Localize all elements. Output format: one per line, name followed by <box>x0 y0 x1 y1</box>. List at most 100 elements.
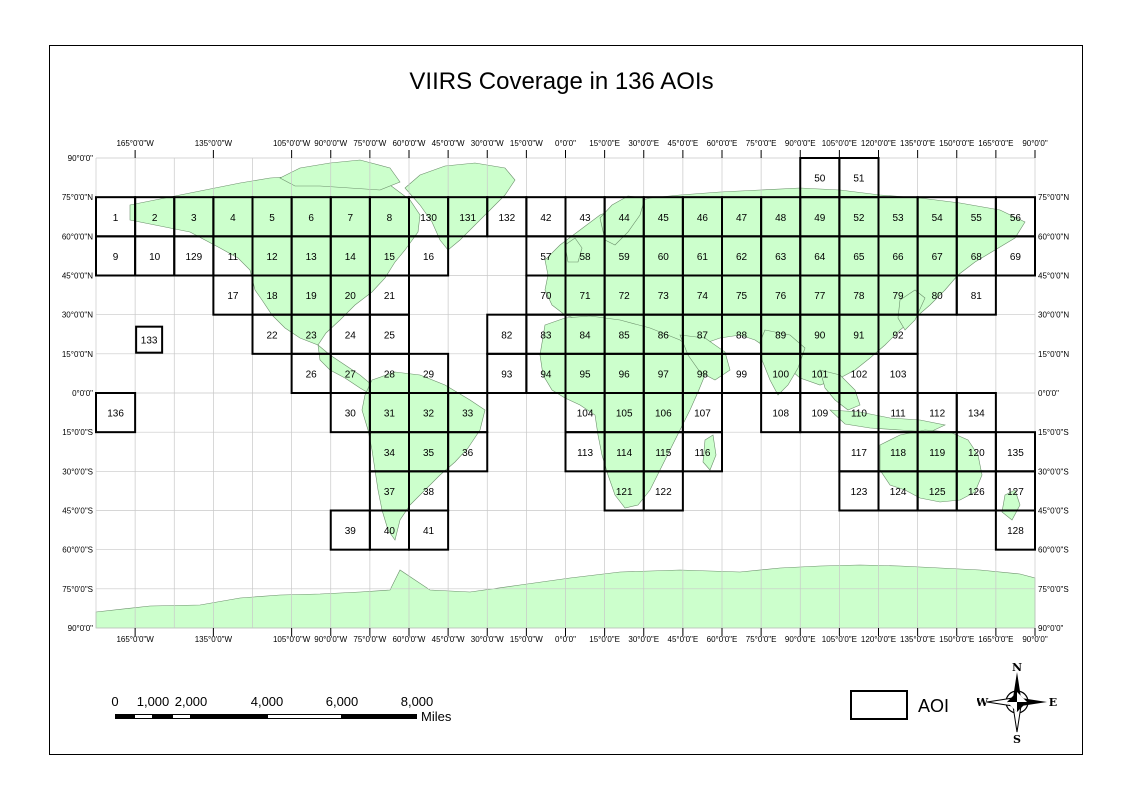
aoi-label: 32 <box>423 409 435 420</box>
land-arctic-islands <box>279 159 401 191</box>
aoi-cell-41: 41 <box>408 509 450 551</box>
aoi-label: 65 <box>853 252 865 263</box>
aoi-label: 31 <box>384 409 396 420</box>
aoi-label: 127 <box>1007 487 1024 498</box>
lat-tick-label-left: 90°0'0" <box>68 624 94 633</box>
aoi-label: 106 <box>655 409 672 420</box>
aoi-label: 109 <box>811 409 828 420</box>
aoi-label: 103 <box>890 369 907 380</box>
aoi-label: 34 <box>384 448 396 459</box>
aoi-label: 131 <box>459 213 476 224</box>
north-arrow-compass: N S E W <box>977 662 1057 744</box>
land-africa <box>539 315 706 509</box>
aoi-label: 43 <box>580 213 592 224</box>
aoi-label: 82 <box>501 330 513 341</box>
aoi-label: 61 <box>697 252 709 263</box>
aoi-cell-17: 17 <box>212 274 254 316</box>
aoi-label: 102 <box>851 369 868 380</box>
map-axes: 165°0'0"W 165°0'0"W 135°0'0"W 135°0'0"W 105°… <box>62 139 1070 644</box>
aoi-label: 33 <box>462 409 474 420</box>
aoi-cell-103: 103 <box>877 352 919 395</box>
aoi-label: 128 <box>1007 526 1024 537</box>
aoi-label: 58 <box>580 252 592 263</box>
land-new-zealand <box>1001 489 1021 521</box>
aoi-label: 25 <box>384 330 396 341</box>
aoi-outline <box>994 509 1036 551</box>
scale-tick-8000: 8,000 <box>400 694 434 709</box>
aoi-cell-36: 36 <box>447 431 489 473</box>
aoi-label: 26 <box>306 369 318 380</box>
aoi-label: 70 <box>540 291 552 302</box>
aoi-label: 90 <box>814 330 826 341</box>
aoi-label: 69 <box>1010 252 1022 263</box>
aoi-label: 120 <box>968 448 985 459</box>
aoi-label: 112 <box>929 409 945 420</box>
aoi-label: 38 <box>423 487 435 498</box>
land-scandinavia <box>599 195 646 246</box>
aoi-outline <box>994 235 1036 277</box>
aoi-label: 118 <box>890 448 906 459</box>
aoi-label: 48 <box>775 213 787 224</box>
aoi-label: 40 <box>384 526 396 537</box>
aoi-outline <box>681 431 723 473</box>
aoi-cell-1: 1 <box>95 196 137 238</box>
aoi-label: 79 <box>893 291 905 302</box>
lon-tick-label-bottom: 135°0'0"E <box>900 635 935 644</box>
aoi-cell-133: 133 <box>135 325 164 354</box>
aoi-cell-108: 108 <box>760 392 802 434</box>
aoi-label: 14 <box>345 252 357 263</box>
legend: AOI <box>850 690 970 722</box>
aoi-label: 3 <box>191 213 197 224</box>
aoi-label: 107 <box>694 409 711 420</box>
aoi-grid: 1 2 3 4 5 6 7 8 130 131 132 42 43 44 45 46 47 48 49 52 53 54 5… <box>95 157 1036 551</box>
map-title: VIIRS Coverage in 136 AOIs <box>409 68 714 95</box>
lon-tick-label-top: 60°0'0"E <box>707 139 738 148</box>
lon-tick-label-top: 0°0'0" <box>555 139 576 148</box>
aoi-label: 94 <box>540 369 552 380</box>
lon-tick-label-bottom: 165°0'0"W <box>116 635 154 644</box>
aoi-label: 8 <box>387 213 393 224</box>
lon-tick-label-bottom: 30°0'0"E <box>628 635 659 644</box>
aoi-label: 39 <box>345 526 357 537</box>
aoi-outline <box>838 157 880 199</box>
aoi-label: 15 <box>384 252 396 263</box>
aoi-label: 55 <box>971 213 983 224</box>
lon-tick-label-top: 30°0'0"W <box>471 139 504 148</box>
scale-segment <box>134 714 153 719</box>
aoi-label: 77 <box>814 291 826 302</box>
lon-tick-label-top: 45°0'0"E <box>668 139 699 148</box>
aoi-label: 134 <box>968 409 985 420</box>
lat-tick-label-right: 0°0'0" <box>1038 389 1059 398</box>
aoi-label: 83 <box>540 330 552 341</box>
scale-segment <box>115 714 134 719</box>
aoi-label: 20 <box>345 291 357 302</box>
aoi-label: 21 <box>384 291 396 302</box>
aoi-label: 35 <box>423 448 435 459</box>
land-indonesia <box>829 409 946 433</box>
aoi-label: 41 <box>423 526 435 537</box>
aoi-label: 60 <box>658 252 670 263</box>
aoi-label: 46 <box>697 213 709 224</box>
aoi-label: 88 <box>736 330 748 341</box>
aoi-label: 45 <box>658 213 670 224</box>
lat-tick-label-right: 30°0'0"N <box>1038 311 1069 320</box>
aoi-label: 27 <box>345 369 357 380</box>
aoi-label: 11 <box>228 252 239 263</box>
aoi-outline <box>955 274 997 316</box>
aoi-label: 113 <box>577 448 593 459</box>
lon-tick-label-bottom: 90°0'0" <box>1022 635 1048 644</box>
lat-tick-label-left: 15°0'0"S <box>62 428 93 437</box>
aoi-label: 124 <box>890 487 907 498</box>
aoi-label: 19 <box>306 291 318 302</box>
lon-tick-label-bottom: 165°0'0"E <box>978 635 1013 644</box>
aoi-label: 97 <box>658 369 670 380</box>
scale-segment <box>342 714 417 719</box>
aoi-label: 51 <box>853 174 865 185</box>
lon-tick-label-top: 75°0'0"W <box>353 139 386 148</box>
aoi-label: 121 <box>616 487 633 498</box>
aoi-label: 114 <box>616 448 632 459</box>
aoi-outline <box>447 431 489 473</box>
aoi-cell-136: 136 <box>95 392 137 434</box>
aoi-label: 86 <box>658 330 670 341</box>
aoi-cell-99: 99 <box>721 352 763 395</box>
